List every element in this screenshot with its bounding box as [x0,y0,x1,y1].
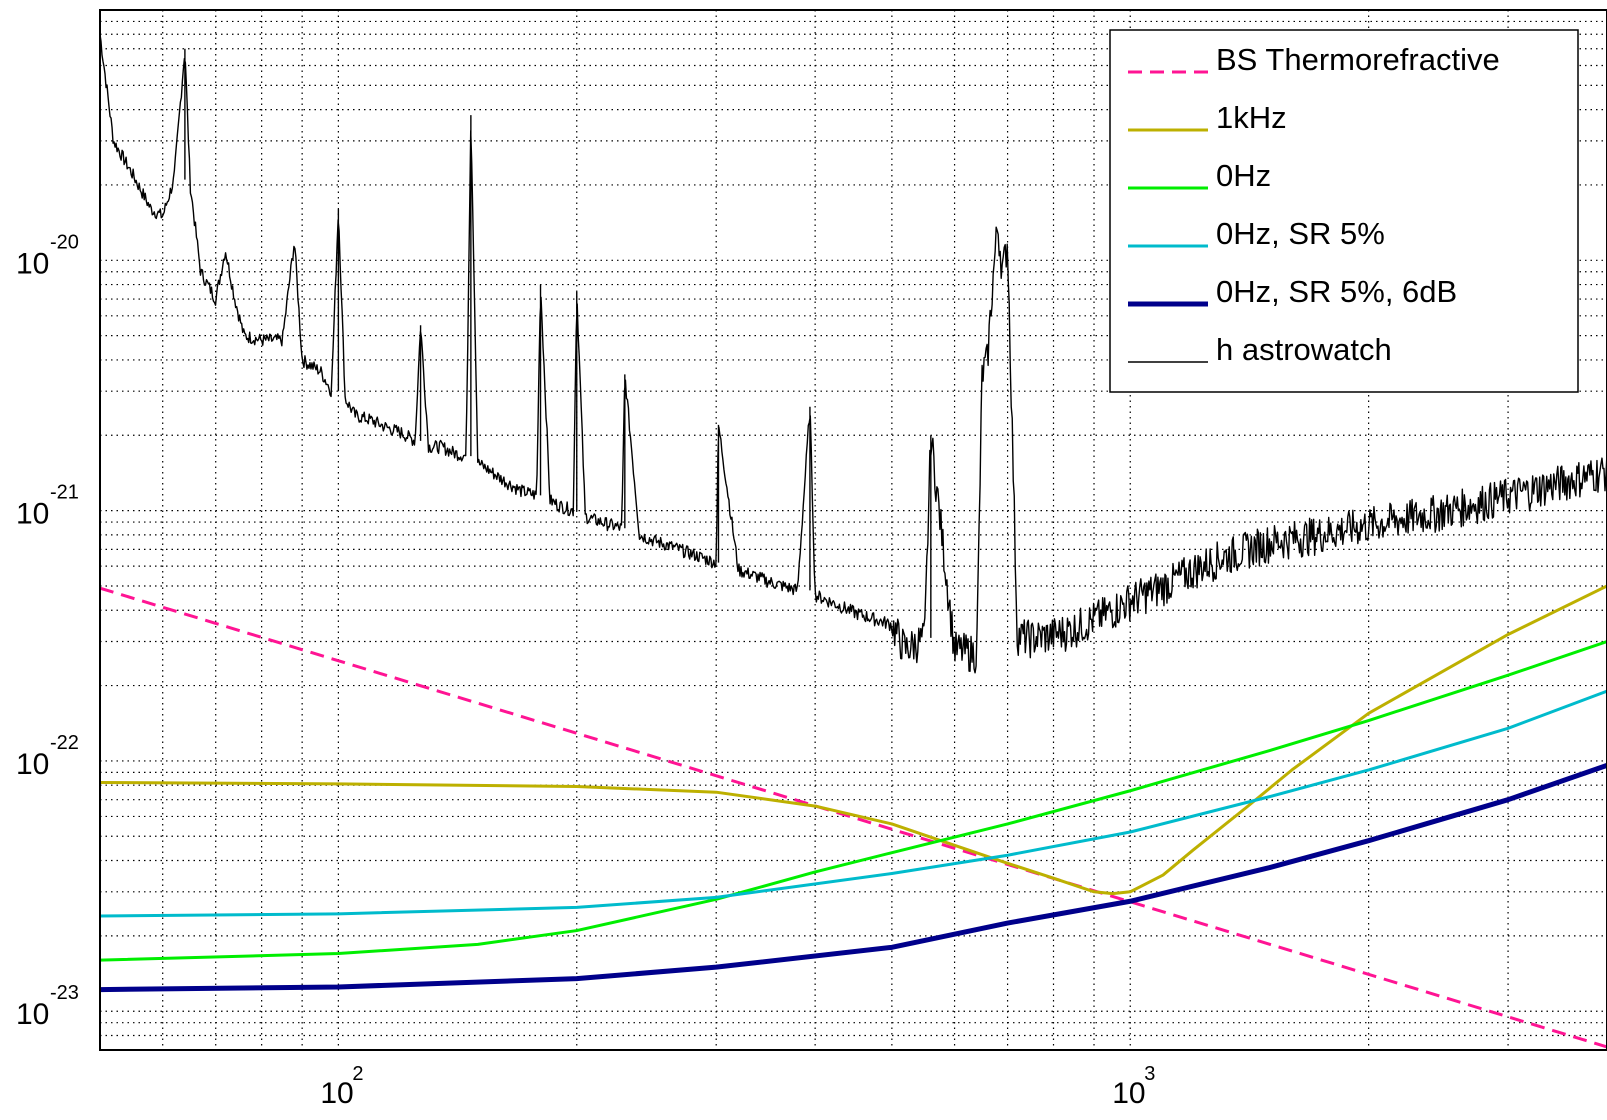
y-tick-exp: -21 [50,482,79,504]
series-line-4 [100,762,1607,993]
y-tick-label: 10-20 [16,231,79,280]
legend-label: 0Hz [1216,158,1271,193]
legend-box [1109,29,1579,393]
y-tick-base: 10 [16,748,49,781]
x-tick-base: 10 [320,1077,353,1110]
series-line-3 [100,689,1607,918]
x-tick-exp: 3 [1144,1063,1155,1085]
x-tick-label: 102 [320,1063,363,1110]
grid-lines [100,10,1607,1050]
y-tick-label: 10-23 [16,982,79,1031]
legend-label: 0Hz, SR 5% [1216,216,1385,251]
x-tick-exp: 2 [352,1063,363,1085]
y-tick-label: 10-21 [16,482,79,531]
y-tick-base: 10 [16,998,49,1031]
legend: BS Thermorefractive 1kHz 0Hz 0Hz, SR 5% 0Hz,… [1109,29,1579,393]
legend-label: h astrowatch [1216,332,1392,367]
series-line-5 [100,34,1607,674]
y-tick-exp: -23 [50,982,79,1004]
series-layer [100,34,1607,1049]
y-tick-label: 10-22 [16,732,79,781]
y-tick-base: 10 [16,498,49,531]
series-line-1 [100,584,1607,896]
x-tick-label: 103 [1112,1063,1155,1110]
legend-label: 1kHz [1216,100,1287,135]
legend-label: BS Thermorefractive [1216,42,1500,77]
x-tick-base: 10 [1112,1077,1145,1110]
y-tick-exp: -20 [50,231,79,253]
series-line-2 [100,640,1607,962]
y-tick-base: 10 [16,247,49,280]
y-tick-exp: -22 [50,732,79,754]
legend-label: 0Hz, SR 5%, 6dB [1216,274,1457,309]
plot-frame [99,9,1607,1051]
series-line-0 [100,586,1607,1049]
